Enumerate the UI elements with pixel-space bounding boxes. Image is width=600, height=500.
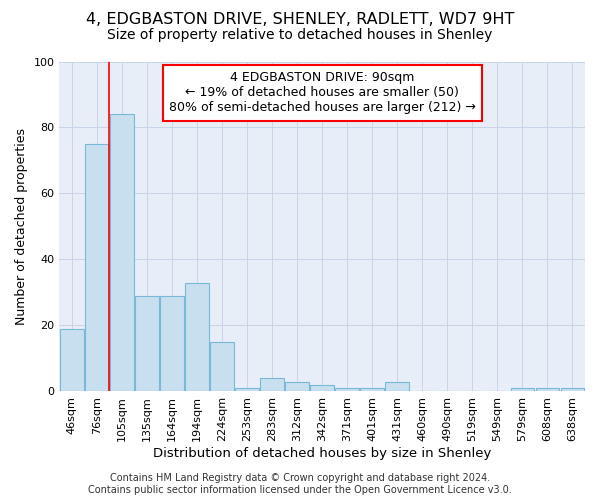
Bar (110, 114, 134, 392)
Bar (335, 388, 359, 392)
Bar (135, 296, 159, 392)
X-axis label: Distribution of detached houses by size in Shenley: Distribution of detached houses by size … (153, 447, 491, 460)
Bar (560, 388, 584, 392)
Bar (536, 388, 559, 392)
Bar (160, 296, 184, 392)
Bar (385, 382, 409, 392)
Bar (85, 144, 109, 392)
Bar (310, 385, 334, 392)
Bar (511, 388, 535, 392)
Text: Size of property relative to detached houses in Shenley: Size of property relative to detached ho… (107, 28, 493, 42)
Text: 4 EDGBASTON DRIVE: 90sqm
← 19% of detached houses are smaller (50)
80% of semi-d: 4 EDGBASTON DRIVE: 90sqm ← 19% of detach… (169, 72, 476, 114)
Bar (361, 388, 384, 392)
Bar (235, 388, 259, 392)
Bar (260, 378, 284, 392)
Bar (210, 342, 234, 392)
Bar (185, 282, 209, 392)
Y-axis label: Number of detached properties: Number of detached properties (15, 128, 28, 325)
Text: Contains HM Land Registry data © Crown copyright and database right 2024.
Contai: Contains HM Land Registry data © Crown c… (88, 474, 512, 495)
Bar (60, 329, 84, 392)
Bar (285, 382, 309, 392)
Text: 4, EDGBASTON DRIVE, SHENLEY, RADLETT, WD7 9HT: 4, EDGBASTON DRIVE, SHENLEY, RADLETT, WD… (86, 12, 514, 28)
